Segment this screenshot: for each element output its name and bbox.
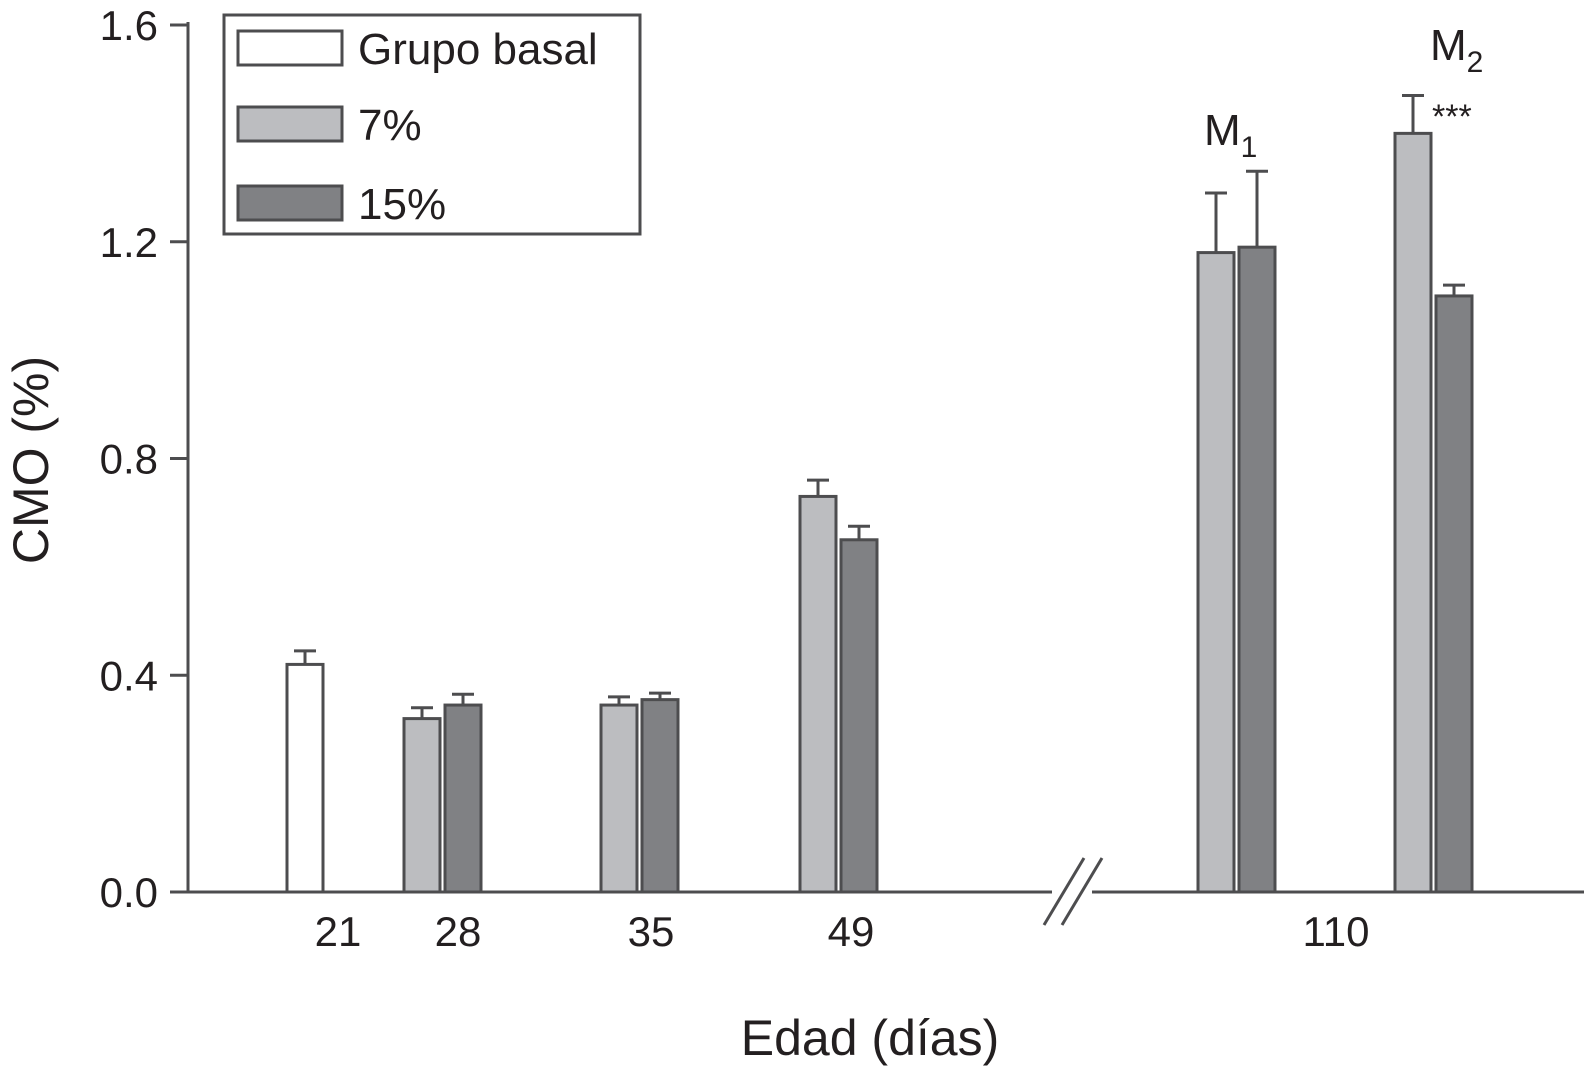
x-ticks: 21 28 35 49 110 — [315, 908, 1370, 955]
bar — [599, 703, 639, 894]
bar-group — [1393, 93, 1433, 894]
bar-group — [599, 695, 639, 894]
legend-label-15: 15% — [358, 180, 446, 229]
bar — [1237, 245, 1277, 894]
legend-label-basal: Grupo basal — [358, 25, 598, 74]
legend-swatch-15 — [236, 184, 344, 222]
x-axis-title: Edad (días) — [741, 1010, 999, 1066]
bar — [402, 717, 442, 894]
axis-break-mark — [1060, 857, 1104, 926]
bar-group — [839, 524, 879, 894]
y-tick-label: 1.2 — [100, 219, 158, 266]
bar — [1196, 251, 1236, 894]
y-axis-title: CMO (%) — [3, 356, 59, 564]
bar — [839, 538, 879, 894]
legend-label-7: 7% — [358, 101, 422, 150]
y-tick-label: 0.4 — [100, 652, 158, 699]
axis-break-gap — [1052, 855, 1092, 930]
bar — [640, 698, 680, 894]
bar — [443, 703, 483, 894]
x-tick-label: 49 — [828, 908, 875, 955]
legend-swatch-basal — [236, 29, 344, 67]
bar — [798, 494, 838, 894]
bar — [285, 662, 325, 894]
bar — [1434, 294, 1474, 894]
annotation-m1: M1 — [1204, 106, 1257, 164]
legend-swatch-7 — [236, 105, 344, 143]
bar-group — [640, 691, 680, 894]
legend: Grupo basal 7% 15% — [222, 13, 642, 236]
bar-group — [285, 649, 325, 894]
y-tick-label: 1.6 — [100, 2, 158, 49]
y-tick-label: 0.8 — [100, 436, 158, 483]
x-tick-label: 35 — [628, 908, 675, 955]
x-tick-label: 21 — [315, 908, 362, 955]
bar — [1393, 131, 1433, 894]
x-tick-label: 110 — [1303, 908, 1370, 955]
axis-break-mark — [1042, 857, 1086, 926]
x-tick-label: 28 — [435, 908, 482, 955]
bar-group — [443, 692, 483, 894]
y-tick-label: 0.0 — [100, 869, 158, 916]
bar-group — [1434, 283, 1474, 894]
bars — [285, 93, 1474, 894]
significance-marker: *** — [1432, 98, 1472, 136]
bar-group — [798, 478, 838, 894]
bar-group — [402, 706, 442, 894]
annotation-m2: M2 — [1430, 21, 1483, 79]
bar-group — [1196, 191, 1236, 894]
bar-group — [1237, 169, 1277, 894]
y-ticks: 0.0 0.4 0.8 1.2 1.6 — [100, 2, 188, 916]
